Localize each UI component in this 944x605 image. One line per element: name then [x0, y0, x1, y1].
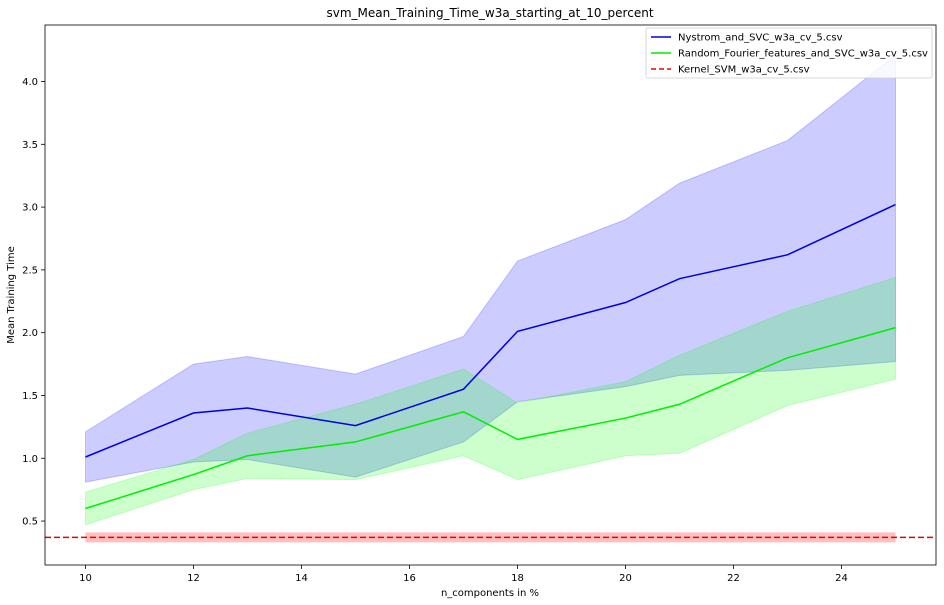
- y-tick-label: 1.5: [22, 391, 38, 402]
- x-tick-label: 16: [403, 573, 416, 584]
- y-tick-label: 0.5: [22, 517, 38, 528]
- y-axis-title: Mean Training Time: [6, 246, 17, 344]
- y-axis: 0.5 1.0 1.5 2.0 2.5 3.0 3.5 4.0: [22, 77, 45, 528]
- reference-lines: [45, 532, 936, 543]
- x-tick-label: 24: [835, 573, 848, 584]
- y-tick-label: 4.0: [22, 77, 38, 88]
- y-tick-label: 3.5: [22, 140, 38, 151]
- legend-label-3: Kernel_SVM_w3a_cv_5.csv: [678, 65, 810, 76]
- plot-frame: [44, 24, 937, 566]
- y-tick-label: 1.0: [22, 454, 38, 465]
- x-axis-title: n_components in %: [441, 588, 539, 599]
- line-series-1: [85, 203, 896, 458]
- legend-box: [645, 27, 933, 79]
- x-tick-label: 20: [619, 573, 632, 584]
- confidence-bands: [85, 54, 896, 526]
- x-axis: 10 12 14 16 18 20 22 24: [79, 565, 848, 584]
- band-series-2: [85, 276, 896, 526]
- line-series-2: [85, 326, 896, 510]
- x-tick-label: 18: [511, 573, 524, 584]
- x-tick-label: 14: [295, 573, 308, 584]
- x-tick-label: 22: [727, 573, 740, 584]
- chart-title: svm_Mean_Training_Time_w3a_starting_at_1…: [326, 6, 653, 20]
- y-tick-label: 3.0: [22, 203, 38, 214]
- legend-label-2: Random_Fourier_features_and_SVC_w3a_cv_5…: [678, 49, 928, 60]
- y-tick-label: 2.5: [22, 265, 38, 276]
- legend-label-1: Nystrom_and_SVC_w3a_cv_5.csv: [678, 33, 843, 44]
- y-tick-label: 2.0: [22, 328, 38, 339]
- x-tick-label: 12: [187, 573, 200, 584]
- band-series-1: [85, 54, 896, 483]
- legend: Nystrom_and_SVC_w3a_cv_5.csv Random_Fouri…: [645, 27, 933, 79]
- x-tick-label: 10: [79, 573, 92, 584]
- series-lines: [85, 203, 896, 510]
